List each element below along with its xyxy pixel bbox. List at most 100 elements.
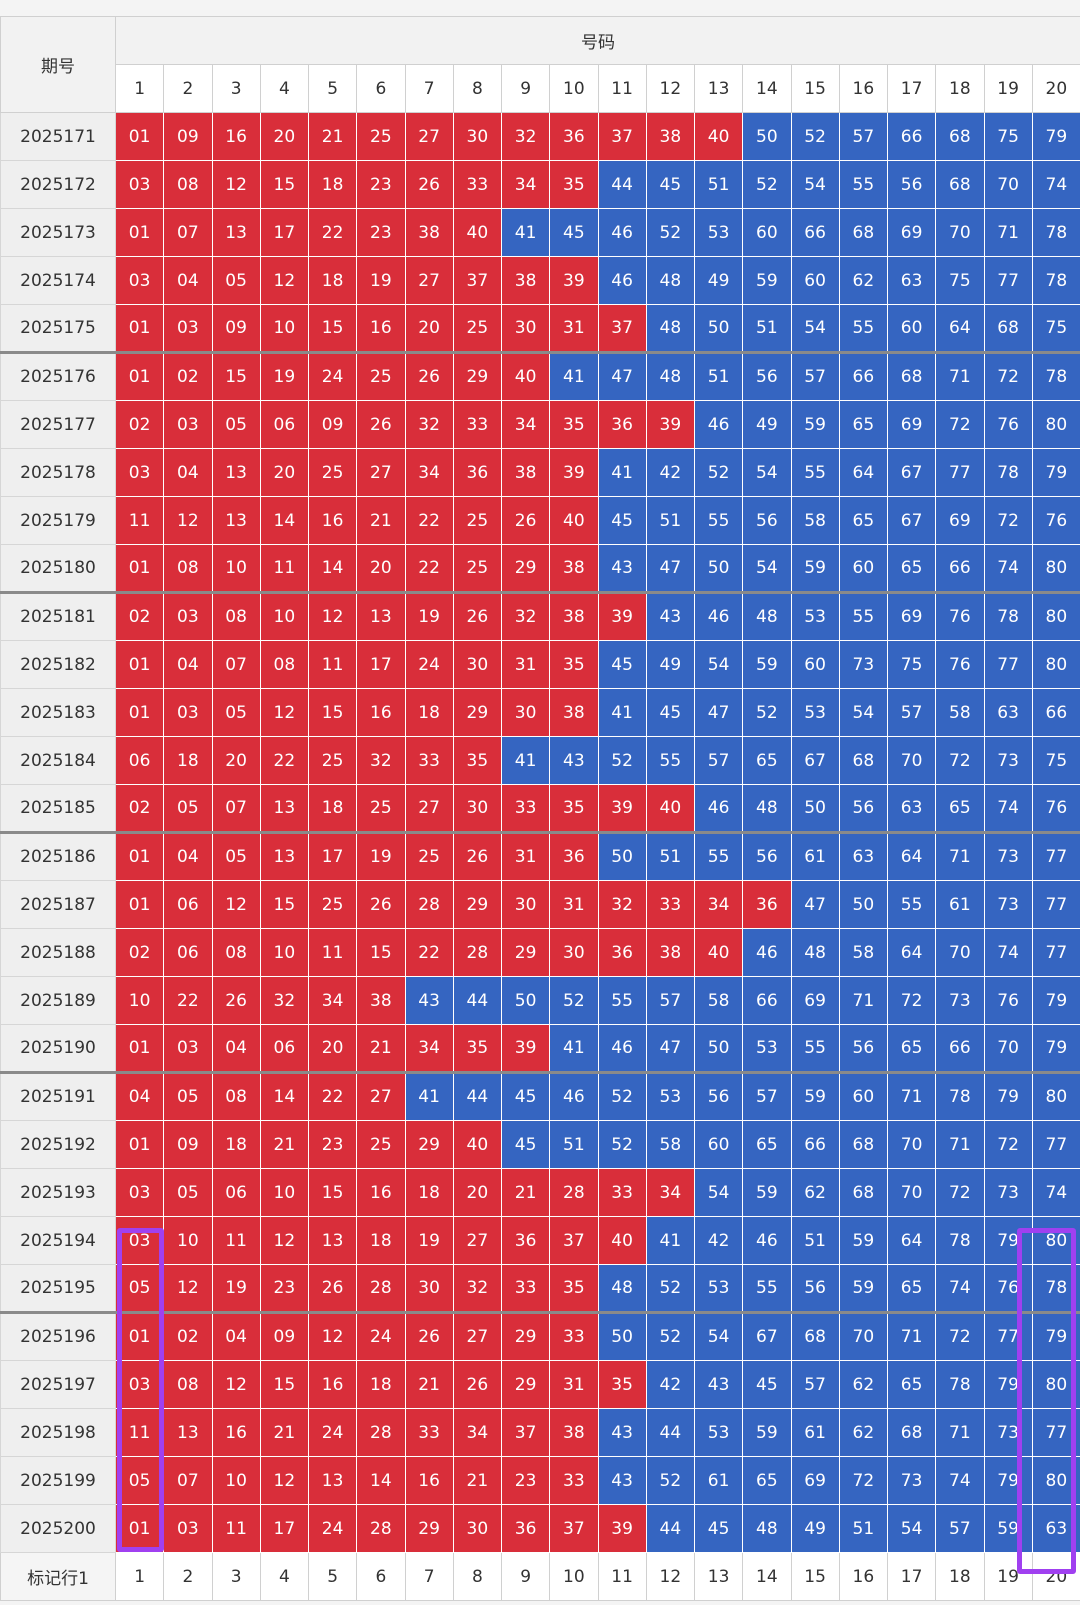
number-cell: 32: [500, 591, 551, 641]
number-cell: 74: [935, 1456, 985, 1505]
column-header-7[interactable]: 7: [404, 64, 454, 113]
column-header-5[interactable]: 5: [307, 64, 358, 113]
number-cell: 08: [259, 640, 310, 689]
number-cell: 14: [356, 1456, 406, 1505]
column-header-1[interactable]: 1: [114, 64, 165, 113]
period-column-header[interactable]: 期号: [0, 16, 116, 113]
number-cell: 54: [886, 1504, 937, 1553]
number-cell: 29: [500, 928, 551, 977]
number-cell: 56: [693, 1071, 744, 1121]
number-cell: 57: [935, 1504, 985, 1553]
column-header-14[interactable]: 14: [742, 64, 792, 113]
number-cell: 11: [307, 640, 358, 689]
number-cell: 45: [597, 640, 647, 689]
number-cell: 63: [886, 784, 937, 833]
number-cell: 35: [452, 736, 503, 785]
table-row: 2025186 01 04 05 13 17 19 25 26 31 36 50 51 55 56 61 63 6…: [0, 831, 1080, 881]
column-header-6[interactable]: 6: [356, 64, 406, 113]
footer-mark-label[interactable]: 标记行1: [0, 1552, 116, 1601]
number-cell: 44: [452, 1071, 503, 1121]
number-cell: 13: [259, 831, 310, 881]
number-cell: 26: [404, 1311, 454, 1361]
number-cell: 23: [356, 208, 406, 257]
number-cell: 13: [307, 1456, 358, 1505]
table-row: 2025173 01 07 13 17 22 23 38 40 41 45 46 52 53 60 66 68 6…: [0, 208, 1080, 257]
table-row: 2025197 03 08 12 15 16 18 21 26 29 31 35 42 43 45 57 62 6…: [0, 1360, 1080, 1409]
number-cell: 43: [693, 1360, 744, 1409]
number-cell: 20: [259, 448, 310, 497]
number-cell: 61: [790, 831, 840, 881]
number-cell: 59: [742, 1168, 792, 1217]
number-cell: 48: [742, 1504, 792, 1553]
column-header-8[interactable]: 8: [452, 64, 503, 113]
number-cell: 57: [645, 976, 696, 1025]
period-cell: 2025183: [0, 688, 116, 737]
column-header-12[interactable]: 12: [645, 64, 696, 113]
number-cell: 41: [500, 208, 551, 257]
number-cell: 77: [935, 448, 985, 497]
number-cell: 57: [693, 736, 744, 785]
number-cell: 07: [211, 784, 261, 833]
number-cell: 50: [500, 976, 551, 1025]
footer-mark-cell: 14: [742, 1552, 792, 1601]
number-cell: 34: [693, 880, 744, 929]
column-header-17[interactable]: 17: [886, 64, 937, 113]
number-cell: 04: [163, 448, 213, 497]
column-header-4[interactable]: 4: [259, 64, 310, 113]
number-cell: 62: [790, 1168, 840, 1217]
period-cell: 2025194: [0, 1216, 116, 1265]
number-cell: 01: [114, 880, 165, 929]
number-cell: 67: [886, 496, 937, 545]
number-cell: 56: [838, 1024, 889, 1073]
number-cell: 27: [452, 1311, 503, 1361]
column-header-15[interactable]: 15: [790, 64, 840, 113]
number-cell: 56: [742, 351, 792, 401]
table-row: 2025179 11 12 13 14 16 21 22 25 26 40 45 51 55 56 58 65 6…: [0, 496, 1080, 545]
number-cell: 11: [259, 544, 310, 593]
number-cell: 29: [452, 880, 503, 929]
number-cell: 40: [549, 496, 599, 545]
number-cell: 47: [597, 351, 647, 401]
number-cell: 45: [645, 160, 696, 209]
number-cell: 46: [549, 1071, 599, 1121]
number-cell: 30: [452, 112, 503, 161]
number-cell: 03: [114, 256, 165, 305]
column-header-11[interactable]: 11: [597, 64, 647, 113]
column-header-18[interactable]: 18: [935, 64, 985, 113]
number-cell: 52: [790, 112, 840, 161]
number-cell: 40: [693, 928, 744, 977]
number-cell: 76: [983, 1264, 1033, 1313]
number-cell: 40: [597, 1216, 647, 1265]
number-cell: 37: [597, 304, 647, 353]
period-cell: 2025197: [0, 1360, 116, 1409]
number-cell: 01: [114, 1311, 165, 1361]
number-cell: 61: [693, 1456, 744, 1505]
number-cell: 66: [838, 351, 889, 401]
number-cell: 52: [549, 976, 599, 1025]
column-header-16[interactable]: 16: [838, 64, 889, 113]
column-header-2[interactable]: 2: [163, 64, 213, 113]
column-header-10[interactable]: 10: [549, 64, 599, 113]
table-row: 2025195 05 12 19 23 26 28 30 32 33 35 48 52 53 55 56 59 6…: [0, 1264, 1080, 1313]
number-cell: 72: [935, 400, 985, 449]
column-header-13[interactable]: 13: [693, 64, 744, 113]
number-cell: 68: [935, 160, 985, 209]
number-cell: 35: [597, 1360, 647, 1409]
number-cell: 10: [114, 976, 165, 1025]
number-cell: 30: [500, 688, 551, 737]
column-header-19[interactable]: 19: [983, 64, 1033, 113]
number-cell: 73: [983, 1408, 1033, 1457]
number-cell: 68: [886, 351, 937, 401]
number-cell: 57: [742, 1071, 792, 1121]
column-header-20[interactable]: 20: [1031, 64, 1080, 113]
column-header-9[interactable]: 9: [500, 64, 551, 113]
number-cell: 16: [356, 304, 406, 353]
number-cell: 44: [452, 976, 503, 1025]
footer-mark-cell: 3: [211, 1552, 261, 1601]
number-cell: 79: [983, 1071, 1033, 1121]
number-cell: 40: [452, 208, 503, 257]
number-cell: 46: [742, 928, 792, 977]
number-cell: 37: [500, 1408, 551, 1457]
number-cell: 68: [838, 1168, 889, 1217]
column-header-3[interactable]: 3: [211, 64, 261, 113]
